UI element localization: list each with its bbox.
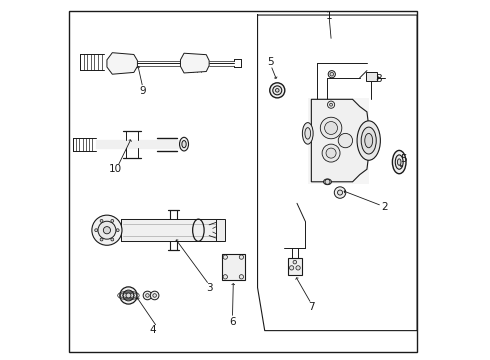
- Ellipse shape: [395, 155, 403, 169]
- Circle shape: [100, 238, 103, 241]
- Circle shape: [327, 101, 335, 108]
- Circle shape: [338, 190, 343, 195]
- Circle shape: [239, 255, 244, 259]
- Polygon shape: [311, 99, 368, 182]
- Text: 10: 10: [109, 164, 122, 174]
- Text: 5: 5: [400, 154, 407, 164]
- Polygon shape: [107, 53, 137, 74]
- Ellipse shape: [365, 134, 373, 148]
- Bar: [366, 72, 377, 81]
- Ellipse shape: [357, 121, 380, 160]
- Circle shape: [324, 122, 338, 134]
- Ellipse shape: [302, 123, 313, 144]
- Text: 9: 9: [140, 86, 146, 96]
- Circle shape: [103, 226, 111, 234]
- Circle shape: [111, 238, 114, 241]
- Ellipse shape: [182, 140, 186, 148]
- Ellipse shape: [123, 290, 134, 301]
- Text: 5: 5: [268, 57, 274, 67]
- Text: 6: 6: [229, 317, 236, 327]
- Circle shape: [330, 72, 334, 76]
- Circle shape: [223, 275, 227, 279]
- Ellipse shape: [397, 159, 401, 165]
- Circle shape: [296, 266, 300, 270]
- Ellipse shape: [179, 137, 189, 151]
- Text: 4: 4: [149, 325, 156, 334]
- Bar: [308, 98, 368, 184]
- Ellipse shape: [305, 128, 311, 139]
- Circle shape: [98, 221, 116, 239]
- Circle shape: [116, 229, 119, 231]
- Ellipse shape: [392, 150, 406, 174]
- Text: 2: 2: [382, 202, 388, 212]
- Ellipse shape: [361, 127, 376, 154]
- Circle shape: [322, 144, 340, 162]
- Circle shape: [330, 103, 333, 106]
- Ellipse shape: [275, 89, 279, 92]
- Text: 3: 3: [206, 283, 213, 293]
- Bar: [288, 258, 302, 275]
- Text: 8: 8: [375, 74, 382, 84]
- Circle shape: [150, 291, 159, 300]
- Ellipse shape: [270, 83, 285, 98]
- Circle shape: [293, 260, 296, 264]
- Circle shape: [320, 117, 342, 139]
- Circle shape: [338, 134, 353, 148]
- Circle shape: [100, 220, 103, 222]
- Bar: [221, 253, 245, 280]
- Circle shape: [111, 220, 114, 222]
- Text: 7: 7: [308, 302, 315, 312]
- Circle shape: [325, 179, 330, 184]
- Circle shape: [153, 294, 156, 297]
- Circle shape: [143, 291, 152, 300]
- Circle shape: [334, 187, 346, 198]
- Circle shape: [223, 255, 227, 259]
- Circle shape: [146, 294, 149, 297]
- Circle shape: [326, 148, 336, 158]
- Circle shape: [290, 266, 294, 270]
- Ellipse shape: [126, 293, 131, 298]
- Bar: [216, 220, 225, 241]
- Circle shape: [92, 215, 122, 245]
- Circle shape: [95, 229, 98, 231]
- Text: 1: 1: [326, 11, 333, 21]
- Ellipse shape: [273, 86, 282, 95]
- Circle shape: [328, 71, 335, 78]
- Ellipse shape: [120, 287, 137, 304]
- Polygon shape: [180, 53, 209, 73]
- Circle shape: [239, 275, 244, 279]
- Ellipse shape: [323, 179, 331, 185]
